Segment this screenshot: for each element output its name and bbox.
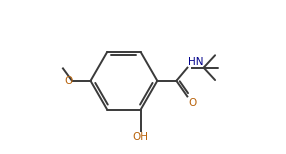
Text: OH: OH [133, 132, 149, 142]
Text: HN: HN [188, 57, 204, 67]
Text: O: O [188, 98, 197, 108]
Text: O: O [64, 76, 73, 86]
